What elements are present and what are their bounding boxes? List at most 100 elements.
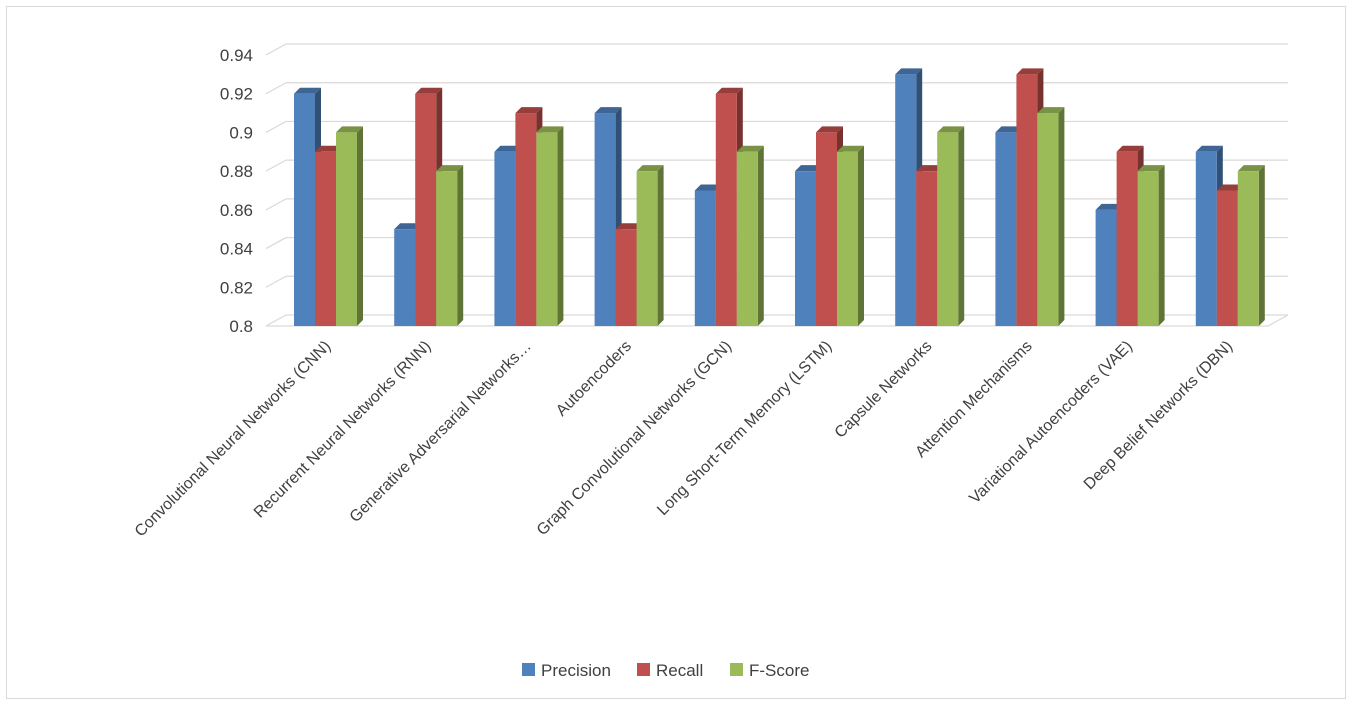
category-label: Generative Adversarial Networks… bbox=[347, 338, 535, 526]
bar-side bbox=[357, 126, 363, 326]
bar-side bbox=[457, 165, 464, 326]
gridline-side bbox=[265, 237, 287, 250]
bar-top bbox=[294, 87, 321, 94]
bar bbox=[837, 145, 864, 326]
bar bbox=[336, 126, 363, 326]
bar-top bbox=[1137, 165, 1165, 172]
bar-top bbox=[594, 107, 622, 114]
legend-swatch bbox=[637, 663, 650, 676]
bar-top bbox=[837, 145, 864, 152]
bar-front bbox=[937, 132, 959, 326]
gridline-side bbox=[265, 82, 287, 95]
bar bbox=[736, 145, 764, 326]
bar-front bbox=[795, 171, 816, 326]
y-tick-label: 0.92 bbox=[220, 85, 253, 104]
bar-top bbox=[916, 165, 944, 172]
bar-side bbox=[958, 126, 965, 326]
bar-top bbox=[515, 107, 543, 114]
category-label: Capsule Networks bbox=[832, 338, 936, 442]
bar-top bbox=[816, 126, 843, 133]
bar-front bbox=[336, 132, 357, 326]
bar-front bbox=[1237, 171, 1259, 326]
bar-front bbox=[1037, 113, 1059, 326]
bar-top bbox=[736, 145, 764, 152]
y-tick-label: 0.88 bbox=[220, 162, 253, 181]
bar bbox=[436, 165, 464, 326]
bar-front bbox=[816, 132, 837, 326]
bar-top bbox=[436, 165, 464, 172]
bar-top bbox=[1216, 184, 1244, 191]
bar-front bbox=[436, 171, 458, 326]
legend-item: F-Score bbox=[730, 661, 809, 680]
bar-top bbox=[636, 165, 664, 172]
category-label: Autoencoders bbox=[553, 338, 635, 420]
legend-item: Precision bbox=[522, 661, 611, 680]
bars bbox=[294, 68, 1265, 326]
bar-top bbox=[536, 126, 564, 133]
bar bbox=[1237, 165, 1265, 326]
bar-top bbox=[394, 223, 422, 230]
bar-front bbox=[1116, 151, 1138, 326]
legend: Precision Recall F-Score bbox=[522, 661, 809, 680]
bar-front bbox=[715, 93, 737, 326]
bar-top bbox=[1116, 145, 1144, 152]
legend-label: F-Score bbox=[749, 661, 809, 680]
y-tick-label: 0.94 bbox=[220, 46, 253, 65]
bar-top bbox=[415, 87, 443, 94]
bar-top bbox=[895, 68, 923, 75]
bar-front bbox=[995, 132, 1017, 326]
bar-side bbox=[557, 126, 564, 326]
bar-side bbox=[1158, 165, 1165, 326]
bar-front bbox=[394, 229, 416, 326]
bar-front bbox=[494, 151, 516, 326]
gridline-side bbox=[265, 314, 287, 327]
bar bbox=[1037, 107, 1065, 326]
bar-top bbox=[715, 87, 743, 94]
bar-front bbox=[1016, 74, 1038, 326]
category-label: Convolutional Neural Networks (CNN) bbox=[132, 338, 335, 541]
bar-side bbox=[858, 145, 864, 326]
bar-front bbox=[294, 93, 315, 326]
bar bbox=[937, 126, 965, 326]
gridline-side bbox=[265, 198, 287, 211]
y-tick-label: 0.9 bbox=[229, 123, 253, 142]
bar-front bbox=[315, 151, 336, 326]
legend-swatch bbox=[522, 663, 535, 676]
y-tick-label: 0.8 bbox=[229, 317, 253, 336]
bar-top bbox=[1037, 107, 1065, 114]
category-label: Graph Convolutional Networks (GCN) bbox=[534, 338, 735, 539]
bar-top bbox=[1195, 145, 1223, 152]
gridline-side bbox=[265, 159, 287, 172]
bar-top bbox=[795, 165, 822, 172]
bar bbox=[536, 126, 564, 326]
bar-front bbox=[1095, 209, 1117, 326]
bar-side bbox=[1258, 165, 1265, 326]
bar-front bbox=[1216, 190, 1238, 326]
bar bbox=[1137, 165, 1165, 326]
bar-front bbox=[837, 151, 858, 326]
bar-top bbox=[1237, 165, 1265, 172]
category-label: Variational Autoencoders (VAE) bbox=[966, 338, 1135, 507]
category-label: Long Short-Term Memory (LSTM) bbox=[654, 338, 835, 519]
category-label: Attention Mechanisms bbox=[912, 338, 1035, 461]
bar-top bbox=[315, 145, 342, 152]
bar-side bbox=[757, 145, 764, 326]
bar-front bbox=[636, 171, 658, 326]
bar-side bbox=[657, 165, 664, 326]
bar-front bbox=[736, 151, 758, 326]
x-axis: Convolutional Neural Networks (CNN)Recur… bbox=[132, 338, 1236, 541]
bar-top bbox=[937, 126, 965, 133]
bar-top bbox=[1095, 203, 1123, 210]
bar-front bbox=[515, 113, 537, 326]
category-label: Recurrent Neural Networks (RNN) bbox=[251, 338, 435, 522]
bar-top bbox=[336, 126, 363, 133]
bar-front bbox=[415, 93, 437, 326]
legend-label: Recall bbox=[656, 661, 703, 680]
bar bbox=[636, 165, 664, 326]
legend-label: Precision bbox=[541, 661, 611, 680]
bar-front bbox=[536, 132, 558, 326]
bar-front bbox=[594, 113, 616, 326]
bar-top bbox=[995, 126, 1023, 133]
y-tick-label: 0.86 bbox=[220, 201, 253, 220]
